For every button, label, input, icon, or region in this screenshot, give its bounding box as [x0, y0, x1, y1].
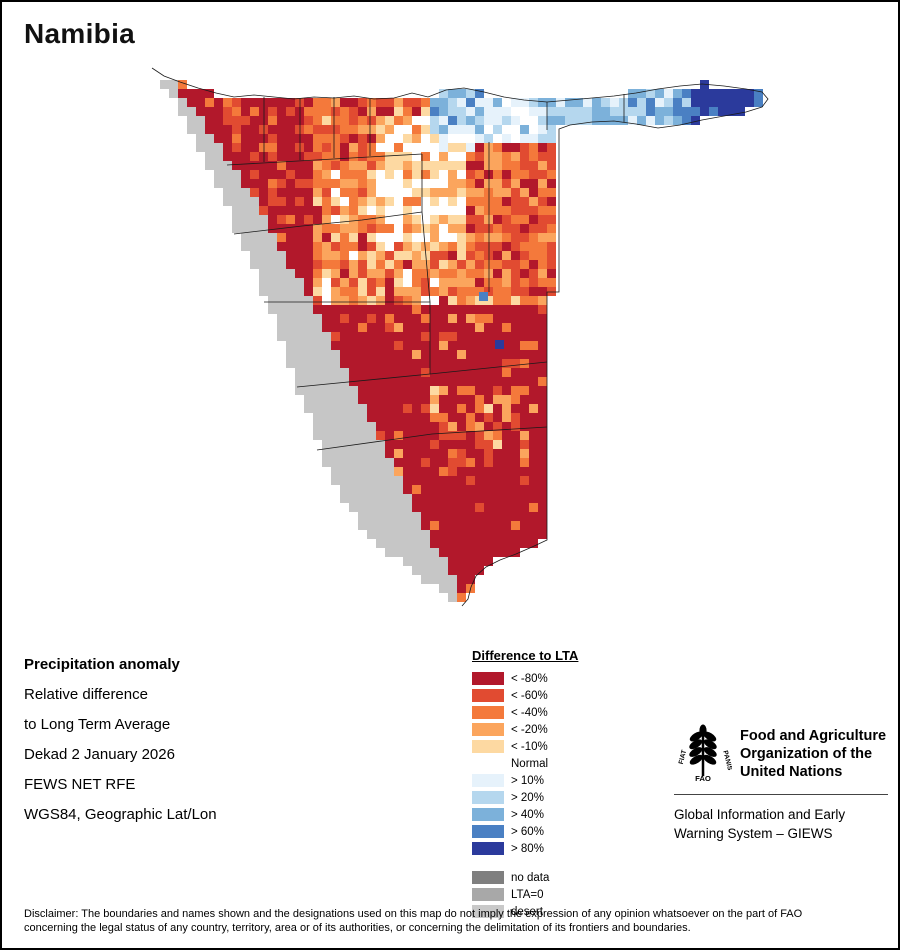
page-title: Namibia — [24, 18, 136, 49]
legend-item: < -20% — [472, 721, 578, 738]
legend-item: no data — [472, 869, 578, 886]
fao-logo: FIAT PANIS FAO — [678, 724, 732, 782]
legend-swatch — [472, 757, 504, 770]
fao-block: FIAT PANIS FAO Food and Agriculture Orga… — [674, 722, 888, 843]
legend-swatch — [472, 888, 504, 901]
org-name-line: Food and Agriculture — [740, 728, 887, 744]
info-line: to Long Term Average — [24, 716, 171, 733]
legend-gap — [472, 857, 578, 869]
legend-item: > 10% — [472, 772, 578, 789]
info-line: Relative difference — [24, 686, 148, 703]
info-heading: Precipitation anomaly — [24, 656, 180, 673]
region-boundary — [316, 426, 548, 451]
org-name-line: Organization of the — [740, 746, 873, 762]
legend-label: < -40% — [511, 706, 548, 719]
region-boundary — [151, 67, 769, 607]
map-info-block: Precipitation anomaly Relative differenc… — [24, 650, 217, 830]
region-boundary — [296, 361, 548, 388]
legend-swatch — [472, 791, 504, 804]
legend-label: > 60% — [511, 825, 544, 838]
legend-swatch — [472, 672, 504, 685]
disclaimer: Disclaimer: The boundaries and names sho… — [24, 908, 886, 935]
legend-label: > 40% — [511, 808, 544, 821]
legend-swatch — [472, 689, 504, 702]
legend-item: Normal — [472, 755, 578, 772]
legend-label: > 20% — [511, 791, 544, 804]
legend-label: > 80% — [511, 842, 544, 855]
info-line: FEWS NET RFE — [24, 776, 136, 793]
legend-rows: < -80% < -60% < -40% < -20% < -10% Normal > 10… — [472, 670, 578, 920]
region-boundary — [233, 211, 423, 235]
legend-item: LTA=0 — [472, 886, 578, 903]
legend-label: < -10% — [511, 740, 548, 753]
legend-label: < -80% — [511, 672, 548, 685]
svg-text:PANIS: PANIS — [721, 750, 732, 772]
legend-item: < -10% — [472, 738, 578, 755]
legend-swatch — [472, 825, 504, 838]
legend-label: desert — [511, 905, 543, 918]
legend-item: < -80% — [472, 670, 578, 687]
legend-item: < -60% — [472, 687, 578, 704]
legend-label: no data — [511, 871, 550, 884]
org-subtitle: Global Information and Early Warning Sys… — [674, 805, 888, 843]
legend-swatch — [472, 871, 504, 884]
legend-swatch — [472, 740, 504, 753]
svg-text:FIAT: FIAT — [678, 748, 689, 765]
legend-swatch — [472, 723, 504, 736]
legend-swatch — [472, 774, 504, 787]
disclaimer-line: concerning the legal status of any count… — [24, 921, 691, 934]
org-divider — [674, 794, 888, 795]
region-boundary — [226, 153, 423, 166]
info-line: WGS84, Geographic Lat/Lon — [24, 806, 217, 823]
info-line: Dekad 2 January 2026 — [24, 746, 175, 763]
org-sub-line: Warning System – GIEWS — [674, 826, 833, 841]
legend-swatch — [472, 842, 504, 855]
svg-text:FAO: FAO — [695, 774, 711, 782]
legend-label: LTA=0 — [511, 888, 544, 901]
legend-swatch — [472, 706, 504, 719]
legend-item: > 80% — [472, 840, 578, 857]
legend: Difference to LTA < -80% < -60% < -40% < -2… — [472, 648, 578, 920]
legend-label: < -60% — [511, 689, 548, 702]
org-name: Food and Agriculture Organization of the… — [740, 722, 886, 781]
legend-title: Difference to LTA — [472, 648, 579, 663]
region-boundary — [421, 154, 431, 303]
org-sub-line: Global Information and Early — [674, 807, 846, 822]
legend-item: < -40% — [472, 704, 578, 721]
legend-item: desert — [472, 903, 578, 920]
org-name-line: United Nations — [740, 764, 843, 780]
legend-label: < -20% — [511, 723, 548, 736]
legend-item: > 40% — [472, 806, 578, 823]
legend-item: > 60% — [472, 823, 578, 840]
disclaimer-line: Disclaimer: The boundaries and names sho… — [24, 908, 803, 920]
legend-swatch — [472, 905, 504, 918]
namibia-precipitation-map — [151, 67, 769, 607]
legend-item: > 20% — [472, 789, 578, 806]
legend-swatch — [472, 808, 504, 821]
legend-label: Normal — [511, 757, 549, 770]
legend-label: > 10% — [511, 774, 544, 787]
